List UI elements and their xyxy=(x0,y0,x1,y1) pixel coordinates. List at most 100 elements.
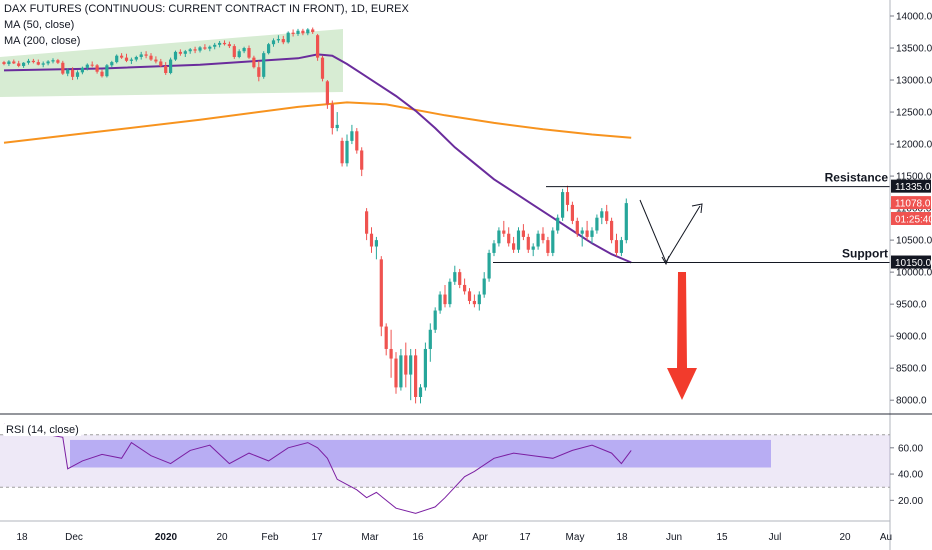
rsi-tick-label: 20.00 xyxy=(898,496,923,507)
price-tick-label: 9500.0 xyxy=(896,300,927,311)
candle-body xyxy=(614,240,619,253)
candle xyxy=(169,57,173,75)
candle xyxy=(51,58,55,64)
candle xyxy=(296,28,300,36)
candle xyxy=(502,220,506,237)
candle-body xyxy=(124,57,129,61)
candle xyxy=(232,44,236,59)
candle-body xyxy=(443,294,447,305)
candle xyxy=(95,64,99,74)
rsi-tick-label: 60.00 xyxy=(898,443,923,454)
candle-body xyxy=(551,230,555,253)
rsi-legend: RSI (14, close) xyxy=(4,424,81,436)
candle xyxy=(276,35,280,43)
candle xyxy=(404,342,408,388)
candle-body xyxy=(379,259,383,327)
candle-body xyxy=(340,140,344,164)
candle xyxy=(203,44,207,50)
candle-body xyxy=(325,81,329,105)
candle-body xyxy=(311,29,315,33)
candle xyxy=(399,348,403,391)
candle xyxy=(154,56,158,64)
time-tick-label: 18 xyxy=(616,532,628,543)
candle-body xyxy=(531,246,535,250)
candle xyxy=(149,53,153,61)
price-tick-label: 13500.0 xyxy=(896,44,932,55)
time-tick-label: May xyxy=(566,532,585,543)
candle-body xyxy=(463,284,467,292)
candle-body xyxy=(394,358,398,388)
candle-body xyxy=(271,40,276,45)
candle-body xyxy=(404,355,408,375)
candle xyxy=(124,53,129,63)
candle xyxy=(173,50,178,61)
candle xyxy=(492,240,496,257)
candle xyxy=(105,64,109,78)
candle xyxy=(507,227,511,247)
time-tick-label: 16 xyxy=(412,532,424,543)
candle-body xyxy=(120,55,124,58)
projection-path xyxy=(639,199,701,264)
candle xyxy=(242,46,246,54)
candle xyxy=(22,62,26,68)
down-arrow-icon xyxy=(667,272,697,400)
candle-body xyxy=(95,65,99,72)
resistance-label: Resistance xyxy=(825,171,889,185)
candle xyxy=(580,227,584,247)
candle xyxy=(262,51,266,79)
price-label-box xyxy=(891,211,931,225)
projection-arrowhead xyxy=(691,203,703,214)
candle xyxy=(482,272,486,298)
candle-body xyxy=(66,69,70,74)
candle xyxy=(188,48,192,54)
candle xyxy=(90,61,94,68)
candle-body xyxy=(262,53,266,77)
candle-body xyxy=(619,240,623,253)
candle xyxy=(551,227,555,257)
candle-body xyxy=(286,32,290,43)
candle xyxy=(512,236,516,253)
candle-body xyxy=(2,62,6,65)
candle-body xyxy=(570,204,574,221)
price-tick-label: 14000.0 xyxy=(896,12,932,23)
candle xyxy=(467,288,472,305)
candle-body xyxy=(12,61,16,64)
candle xyxy=(570,201,574,225)
price-label: 01:25:40 xyxy=(895,214,932,225)
candle xyxy=(159,58,163,68)
candle-body xyxy=(7,61,11,65)
candle-body xyxy=(17,63,21,66)
price-label-box xyxy=(891,179,931,193)
candle-body xyxy=(512,243,516,250)
candle-body xyxy=(198,47,202,51)
ma50-line xyxy=(3,53,632,264)
candle-body xyxy=(350,131,354,141)
candle-body xyxy=(31,60,35,63)
candle-body xyxy=(213,44,217,47)
candle xyxy=(565,185,570,212)
price-tick-label: 13000.0 xyxy=(896,76,932,87)
candle-body xyxy=(414,355,418,397)
candle-body xyxy=(369,233,374,247)
candle-body xyxy=(399,355,403,388)
candle-body xyxy=(90,64,94,66)
time-tick-label: 15 xyxy=(716,532,728,543)
candle-body xyxy=(85,64,89,68)
candle-body xyxy=(36,62,40,65)
candle-body xyxy=(590,230,594,237)
candle xyxy=(85,63,89,71)
candle-body xyxy=(610,220,614,241)
candle-body xyxy=(605,211,609,221)
candle xyxy=(561,188,565,221)
candle xyxy=(605,204,609,225)
time-tick-label: Au xyxy=(880,532,892,543)
candle xyxy=(536,230,540,250)
time-tick-label: 18 xyxy=(16,532,28,543)
candle-body xyxy=(149,55,153,60)
candle xyxy=(384,323,388,356)
price-tick-label: 12000.0 xyxy=(896,140,932,151)
ma50-legend: MA (50, close) xyxy=(4,19,75,31)
candle-body xyxy=(301,30,305,34)
candle xyxy=(546,236,550,257)
